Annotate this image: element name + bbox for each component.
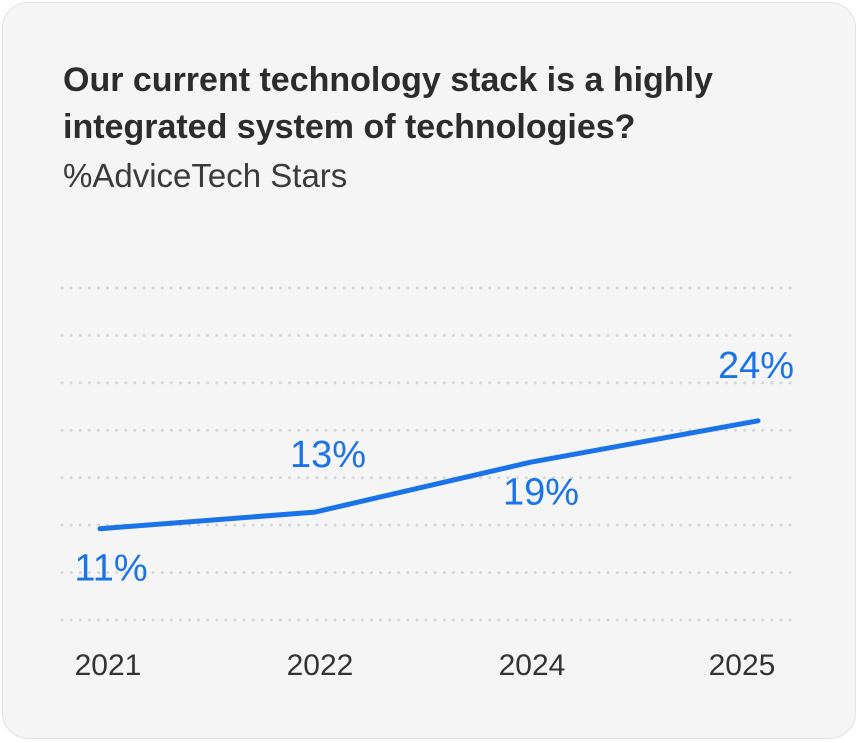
data-label: 19% [503,471,579,513]
x-tick-label: 2025 [709,649,776,682]
data-label: 11% [74,548,147,590]
data-label: 13% [290,434,366,476]
x-tick-label: 2024 [499,649,566,682]
x-axis-ticks: 2021 2022 2024 2025 [75,649,776,682]
grid-lines [60,286,800,622]
chart-title: Our current technology stack is a highly… [63,61,713,146]
series-line-layer [97,418,761,532]
series-line [97,418,761,532]
data-label: 24% [718,345,794,387]
data-labels: 11% 13% 19% 24% [74,345,794,590]
x-tick-label: 2022 [287,649,354,682]
chart-subtitle: %AdviceTech Stars [63,157,348,194]
x-tick-label: 2021 [75,649,142,682]
